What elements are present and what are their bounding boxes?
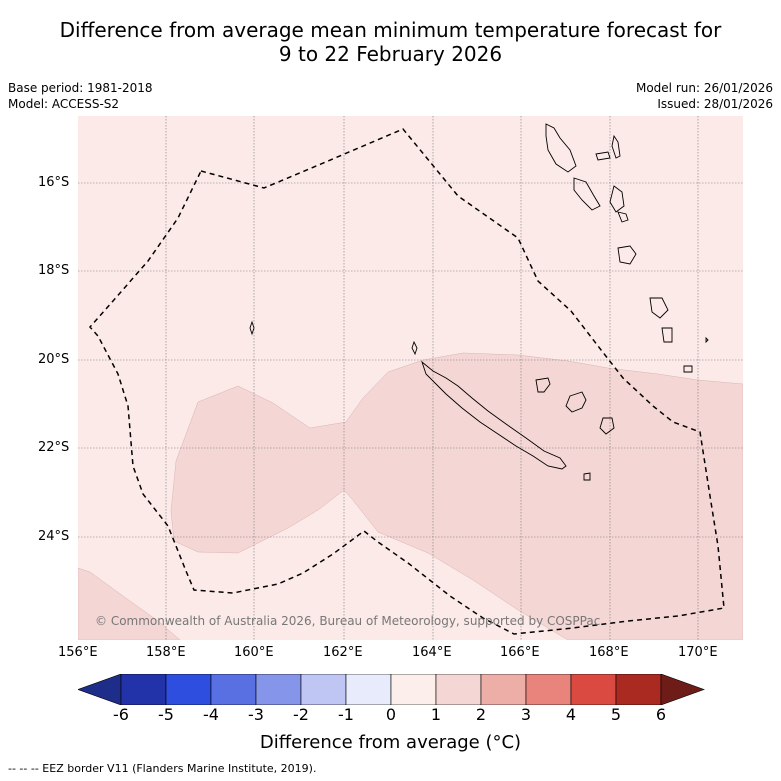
island-maewo: [611, 134, 621, 159]
cb-tick-label: -5: [158, 705, 174, 724]
cb-segment: [435, 674, 482, 705]
anomaly-region-1-2: [170, 352, 743, 640]
cb-segment: [120, 674, 167, 705]
eez-footnote: -- -- -- EEZ border V11 (Flanders Marine…: [8, 762, 317, 775]
lon-label-170e: 170°E: [678, 645, 718, 660]
model-run-text: Model run: 26/01/2026: [635, 81, 773, 95]
colorbar: [78, 674, 705, 705]
lon-label-156e: 156°E: [58, 645, 98, 660]
cb-extend-low: [78, 674, 122, 705]
lon-label-160e: 160°E: [234, 645, 274, 660]
cb-tick-label: 4: [565, 705, 577, 724]
map-title-line2: 9 to 22 February 2026: [278, 42, 503, 66]
cb-segment: [570, 674, 617, 705]
eez-border: [88, 128, 725, 635]
map-title-line1: Difference from average mean minimum tem…: [59, 18, 722, 42]
island-pentecost: [609, 185, 625, 213]
new-caledonia-mainland: [421, 360, 567, 470]
island-ambae: [595, 151, 611, 161]
island-efate: [617, 245, 637, 265]
cb-tick-label: 6: [655, 705, 667, 724]
cb-extend-high: [660, 674, 705, 705]
graticule: [78, 116, 743, 640]
cb-tick-label: 0: [385, 705, 397, 724]
island-chesterfield: [249, 320, 255, 336]
cb-segment: [300, 674, 347, 705]
island-malekula: [573, 177, 601, 211]
copyright-text: © Commonwealth of Australia 2026, Bureau…: [95, 614, 601, 628]
cb-segment: [345, 674, 392, 705]
lon-label-166e: 166°E: [500, 645, 540, 660]
base-period-text: Base period: 1981-2018: [8, 81, 153, 95]
island-hunter: [705, 336, 709, 344]
cb-tick-label: -4: [203, 705, 219, 724]
meta-right: Model run: 26/01/2026 Issued: 28/01/2026: [636, 80, 773, 112]
map-title: Difference from average mean minimum tem…: [0, 18, 781, 66]
island-belep: [411, 340, 418, 356]
cb-segment: [165, 674, 212, 705]
cb-segment: [615, 674, 662, 705]
lat-label-16s: 16°S: [38, 175, 70, 190]
cb-tick-label: -3: [248, 705, 264, 724]
cb-tick-label: -1: [338, 705, 354, 724]
anomaly-region-1-2-corner: [78, 567, 181, 640]
map-panel: [78, 116, 743, 640]
lon-label-168e: 168°E: [589, 645, 629, 660]
colorbar-title: Difference from average (°C): [259, 732, 522, 753]
island-epi: [617, 211, 629, 223]
island-ouvea: [535, 377, 551, 393]
island-pines: [583, 472, 591, 481]
cb-tick-label: 3: [520, 705, 532, 724]
cb-segment: [525, 674, 572, 705]
island-lifou: [565, 391, 587, 413]
issued-text: Issued: 28/01/2026: [657, 97, 773, 111]
lat-label-22s: 22°S: [38, 440, 70, 455]
cb-segment: [255, 674, 302, 705]
cb-tick-label: 2: [475, 705, 487, 724]
model-text: Model: ACCESS-S2: [8, 97, 120, 111]
cb-tick-label: -2: [293, 705, 309, 724]
island-espiritu-santo: [545, 123, 577, 173]
lat-label-20s: 20°S: [38, 352, 70, 367]
lat-label-18s: 18°S: [38, 263, 70, 278]
cb-segment: [480, 674, 527, 705]
cb-segment: [210, 674, 257, 705]
lon-label-162e: 162°E: [323, 645, 363, 660]
cb-tick-label: 1: [430, 705, 442, 724]
lon-label-158e: 158°E: [146, 645, 186, 660]
lon-label-164e: 164°E: [412, 645, 452, 660]
island-erromango: [649, 297, 669, 319]
meta-left: Base period: 1981-2018 Model: ACCESS-S2: [8, 80, 153, 112]
cb-tick-label: -6: [113, 705, 129, 724]
island-aneityum: [683, 365, 693, 373]
island-tanna: [661, 327, 673, 343]
cb-segment: [390, 674, 437, 705]
island-mare: [599, 417, 615, 435]
lat-label-24s: 24°S: [38, 529, 70, 544]
cb-tick-label: 5: [610, 705, 622, 724]
